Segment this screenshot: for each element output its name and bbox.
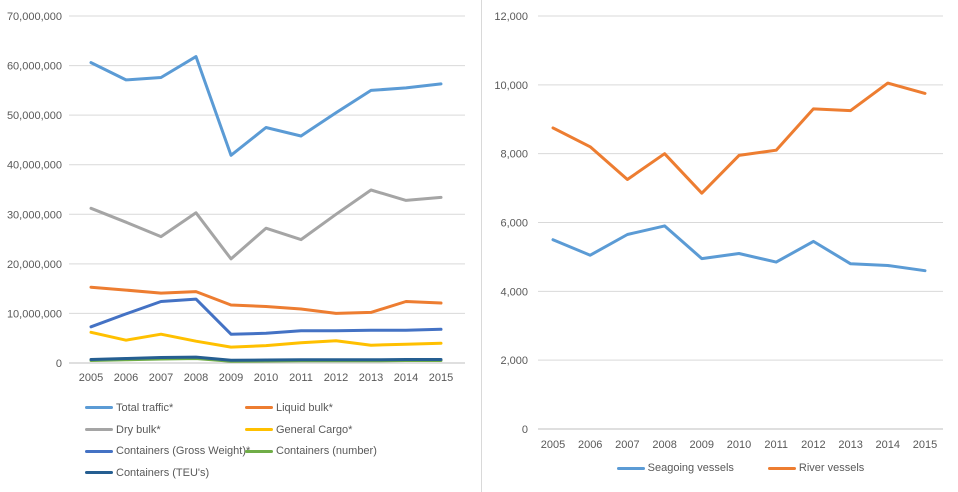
y-axis-tick-label: 6,000 xyxy=(500,218,528,230)
legend-swatch-icon xyxy=(245,449,273,453)
legend-item-total-traffic: Total traffic* xyxy=(85,402,245,414)
x-axis-tick-label: 2011 xyxy=(289,372,313,384)
y-axis-tick-label: 40,000,000 xyxy=(7,160,62,172)
x-axis-tick-label: 2010 xyxy=(254,372,278,384)
legend-swatch-icon xyxy=(85,449,113,453)
legend-item-containers-number: Containers (number) xyxy=(245,445,445,457)
y-axis-tick-label: 60,000,000 xyxy=(7,61,62,73)
x-axis-tick-label: 2011 xyxy=(764,439,788,451)
legend-swatch-icon xyxy=(85,471,113,475)
x-axis-tick-label: 2008 xyxy=(184,372,208,384)
series-line-containers-gross-weight xyxy=(89,297,443,336)
x-axis-tick-label: 2013 xyxy=(838,439,862,451)
legend-label: Total traffic* xyxy=(116,401,174,414)
chart-divider xyxy=(481,0,482,492)
y-axis-tick-label: 30,000,000 xyxy=(7,209,62,221)
y-axis-tick-label: 0 xyxy=(56,358,62,370)
y-axis-tick-label: 2,000 xyxy=(500,355,528,367)
x-axis-tick-label: 2005 xyxy=(79,372,103,384)
x-axis-tick-label: 2012 xyxy=(324,372,348,384)
x-axis-tick-label: 2005 xyxy=(541,439,565,451)
x-axis-tick-label: 2009 xyxy=(690,439,714,451)
legend-item-containers-gross-weight: Containers (Gross Weight)* xyxy=(85,445,250,457)
legend-swatch-icon xyxy=(767,466,796,470)
x-axis-tick-label: 2013 xyxy=(359,372,383,384)
legend-item-liquid-bulk: Liquid bulk* xyxy=(245,402,445,414)
y-axis-tick-label: 8,000 xyxy=(500,149,528,161)
series-line-river-vessels xyxy=(551,81,927,195)
x-axis-tick-label: 2006 xyxy=(578,439,602,451)
cargo-chart-legend: Total traffic* Liquid bulk* Dry bulk* Gener… xyxy=(85,397,445,484)
legend-label: Seagoing vessels xyxy=(647,462,734,474)
x-axis-tick-label: 2008 xyxy=(652,439,676,451)
series-line-liquid-bulk xyxy=(89,285,443,315)
vessels-chart-legend: Seagoing vessels River vessels xyxy=(538,459,943,477)
y-axis-tick-label: 10,000,000 xyxy=(7,308,62,320)
legend-item-seagoing-vessels: Seagoing vessels xyxy=(616,462,734,474)
legend-label: Containers (Gross Weight)* xyxy=(116,445,251,458)
x-axis-tick-label: 2014 xyxy=(394,372,418,384)
x-axis-tick-label: 2015 xyxy=(429,372,453,384)
legend-label: River vessels xyxy=(798,462,865,474)
legend-swatch-icon xyxy=(245,428,273,432)
x-axis-tick-label: 2015 xyxy=(913,439,937,451)
y-axis-tick-label: 0 xyxy=(522,424,528,436)
x-axis-tick-label: 2007 xyxy=(149,372,173,384)
legend-label: General Cargo* xyxy=(276,423,353,436)
legend-item-river-vessels: River vessels xyxy=(767,462,865,474)
x-axis-tick-label: 2007 xyxy=(615,439,639,451)
legend-label: Dry bulk* xyxy=(116,423,161,436)
series-line-seagoing-vessels xyxy=(551,224,927,273)
y-axis-tick-label: 70,000,000 xyxy=(7,11,62,23)
series-line-general-cargo xyxy=(89,330,443,349)
legend-swatch-icon xyxy=(616,466,645,470)
legend-item-general-cargo: General Cargo* xyxy=(245,424,445,436)
y-axis-tick-label: 10,000 xyxy=(494,80,528,92)
x-axis-tick-label: 2010 xyxy=(727,439,751,451)
x-axis-tick-label: 2009 xyxy=(219,372,243,384)
legend-label: Containers (TEU's) xyxy=(116,466,210,479)
legend-label: Liquid bulk* xyxy=(276,401,333,414)
legend-item-containers-teu-s: Containers (TEU's) xyxy=(85,467,245,479)
x-axis-tick-label: 2006 xyxy=(114,372,138,384)
series-line-total-traffic xyxy=(89,55,443,157)
legend-swatch-icon xyxy=(85,428,113,432)
y-axis-tick-label: 50,000,000 xyxy=(7,110,62,122)
legend-swatch-icon xyxy=(85,406,113,410)
y-axis-tick-label: 20,000,000 xyxy=(7,259,62,271)
series-line-containers-teu-s xyxy=(89,355,443,362)
x-axis-tick-label: 2014 xyxy=(876,439,900,451)
series-line-dry-bulk xyxy=(89,188,443,261)
legend-swatch-icon xyxy=(245,406,273,410)
y-axis-tick-label: 12,000 xyxy=(494,11,528,23)
y-axis-tick-label: 4,000 xyxy=(500,286,528,298)
legend-label: Containers (number) xyxy=(276,445,377,458)
legend-item-dry-bulk: Dry bulk* xyxy=(85,424,245,436)
x-axis-tick-label: 2012 xyxy=(801,439,825,451)
